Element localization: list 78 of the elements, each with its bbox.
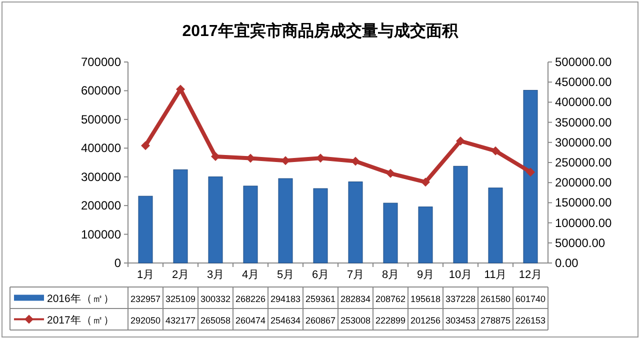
y2-tick-label: 50000.00	[555, 236, 606, 250]
bar	[383, 202, 398, 264]
y-tick-label: 300000	[80, 170, 122, 184]
data-label: 232957	[130, 294, 161, 304]
data-label: 282834	[340, 294, 371, 304]
y-tick-label: 0	[114, 256, 122, 270]
x-tick-label: 12月	[518, 269, 542, 281]
point	[141, 141, 150, 150]
point	[491, 146, 500, 156]
bar	[418, 206, 433, 264]
y2-tick-label: 300000.00	[555, 135, 612, 150]
data-label: 303453	[445, 315, 476, 326]
x-tick-label: 7月	[346, 269, 364, 281]
y2-tick-label: 400000.00	[555, 95, 612, 110]
data-label: 260867	[305, 315, 336, 326]
data-label: 325109	[165, 294, 196, 304]
data-label: 261580	[480, 294, 511, 304]
bar	[278, 178, 293, 264]
point	[386, 168, 395, 178]
bar	[523, 90, 538, 264]
bar	[243, 186, 258, 264]
data-label: 265058	[200, 315, 231, 326]
data-label: 260474	[235, 315, 266, 326]
bar	[208, 176, 223, 264]
legend-label: 2016年（㎡）	[47, 292, 114, 305]
y2-tick-label: 350000.00	[555, 115, 612, 130]
y-tick-label: 500000	[80, 112, 122, 126]
x-tick-label: 9月	[416, 269, 434, 281]
y-tick-label: 400000	[80, 141, 122, 156]
data-label: 300332	[200, 294, 231, 304]
y2-tick-label: 150000.00	[555, 196, 612, 210]
data-label: 278875	[480, 315, 511, 326]
x-tick-label: 1月	[136, 269, 154, 281]
y-tick-label: 700000	[80, 55, 122, 69]
x-tick-label: 4月	[242, 269, 260, 281]
data-label: 259361	[305, 294, 336, 304]
data-label: 201256	[410, 315, 441, 326]
data-label: 292050	[130, 315, 161, 326]
data-label: 253008	[340, 315, 371, 326]
y2-tick-label: 0.00	[555, 256, 579, 270]
bar	[138, 196, 153, 264]
point	[526, 168, 535, 177]
y2-tick-label: 200000.00	[555, 176, 612, 190]
x-tick-label: 10月	[448, 269, 472, 281]
y2-tick-label: 450000.00	[555, 75, 612, 90]
data-label: 294183	[270, 294, 301, 304]
data-label: 254634	[270, 315, 301, 326]
x-tick-label: 3月	[206, 269, 224, 281]
x-tick-label: 11月	[484, 269, 507, 281]
x-tick-label: 6月	[312, 269, 330, 281]
point	[456, 136, 465, 146]
x-tick-label: 5月	[276, 269, 294, 281]
legend-label: 2017年（㎡）	[47, 314, 114, 326]
data-label: 226153	[515, 315, 546, 326]
y2-tick-label: 250000.00	[555, 156, 612, 170]
x-tick-label: 2月	[172, 269, 190, 281]
data-label: 337228	[445, 294, 476, 304]
bar	[488, 188, 503, 264]
y-tick-label: 600000	[80, 84, 122, 98]
data-label: 208762	[375, 294, 406, 304]
data-label: 601740	[515, 294, 546, 304]
y2-tick-label: 500000.00	[555, 55, 612, 69]
x-tick-label: 8月	[382, 269, 400, 281]
point	[421, 178, 430, 187]
data-table: 2016年（㎡） 232957 325109 300332 268226 294183 259361 282834 208762 195618 337228 261580 601740 2017年（㎡） 292050 432177 265058 260474 254634 260867 253008 222899 201256 303453 278875 226153	[10, 286, 548, 330]
bar	[313, 188, 328, 264]
point	[176, 84, 185, 94]
y-tick-label: 200000	[80, 198, 122, 213]
bar	[453, 166, 468, 264]
bar	[348, 182, 363, 264]
chart-title: 2017年宜宾市商品房成交量与成交面积	[182, 21, 459, 40]
data-label: 222899	[375, 315, 406, 326]
data-label: 268226	[235, 294, 266, 304]
y2-tick-label: 100000.00	[555, 216, 612, 230]
data-label: 195618	[410, 294, 441, 304]
y-tick-label: 100000	[80, 227, 122, 242]
data-label: 432177	[165, 315, 196, 326]
bar	[173, 169, 188, 264]
